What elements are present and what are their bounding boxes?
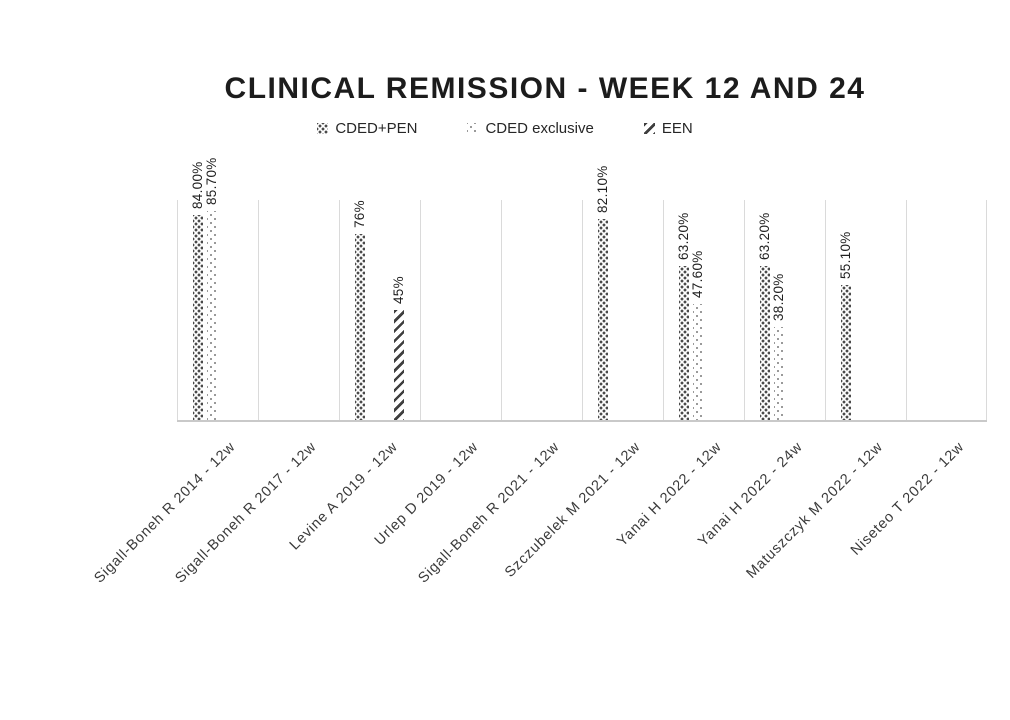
category-label: Niseteo T 2022 - 12w [848,439,968,559]
gridline [825,200,826,420]
legend-item-cded-exclusive: CDED exclusive [467,120,594,137]
gridline [582,200,583,420]
category-label: Sigall-Boneh R 2021 - 12w [415,439,563,587]
bar-value-label: 82.10% [595,165,610,214]
category-label-anchor: Sigall-Boneh R 2021 - 12w [359,438,562,586]
legend-label-cded-exclusive: CDED exclusive [485,120,594,137]
category-label: Urlep D 2019 - 12w [371,439,482,549]
category-label: Yanai H 2022 - 24w [695,439,806,550]
plot-area: 84.00% 76% 82.10% 63.20% 63.20% 55.10% 85.70% 4… [177,157,987,422]
category-label-anchor: Sigall-Boneh R 2017 - 12w [116,438,319,586]
bar-value-label: 85.70% [204,156,219,205]
gridline [663,200,664,420]
bar-crosshatch-5 [598,219,608,420]
bar-value-label: 47.60% [690,250,705,298]
gridline [986,200,987,420]
category-label: Levine A 2019 - 12w [286,439,401,554]
gridline [906,200,907,420]
category-label-anchor: Yanai H 2022 - 24w [654,438,806,550]
category-label-anchor: Szczubelek M 2021 - 12w [448,438,644,581]
gridline [744,200,745,420]
bar-diagonal-2 [394,310,404,420]
bar-dots-0 [207,210,217,420]
bar-value-label: 63.20% [676,211,691,260]
category-label: Sigall-Boneh R 2017 - 12w [172,439,320,587]
category-label-anchor: Sigall-Boneh R 2014 - 12w [35,438,238,586]
gridline [501,200,502,420]
bar-dots-6 [693,303,703,420]
bar-value-label: 55.10% [838,231,853,280]
bar-crosshatch-6 [679,265,689,420]
bar-value-label: 84.00% [190,161,205,209]
category-label-anchor: Niseteo T 2022 - 12w [803,438,968,559]
chart-legend: CDED+PEN CDED exclusive EEN [0,120,1010,137]
bar-value-label: 45% [391,276,406,304]
legend-label-een: EEN [661,120,693,137]
bar-value-label: 76% [352,200,367,229]
bar-crosshatch-2 [355,234,365,420]
bar-value-label: 38.20% [771,273,786,321]
category-label: Sigall-Boneh R 2014 - 12w [91,439,239,587]
category-label: Szczubelek M 2021 - 12w [502,439,644,581]
bar-dots-7 [774,326,784,420]
gridline [258,200,259,420]
bar-crosshatch-0 [193,214,203,420]
legend-item-een: EEN [643,120,693,137]
bar-value-label: 63.20% [757,211,772,260]
gridline [420,200,421,420]
category-label-anchor: Yanai H 2022 - 12w [573,438,725,550]
bar-crosshatch-7 [760,265,770,420]
gridline [339,200,340,420]
category-label-anchor: Urlep D 2019 - 12w [331,438,482,549]
legend-item-cded-pen: CDED+PEN [317,120,417,137]
legend-swatch-cded-pen [317,123,329,134]
bar-crosshatch-8 [841,285,851,420]
category-label-anchor: Levine A 2019 - 12w [244,438,400,553]
legend-label-cded-pen: CDED+PEN [335,120,418,137]
chart-title: CLINICAL REMISSION - WEEK 12 AND 24 [224,72,866,105]
category-label-anchor: Matuszczyk M 2022 - 12w [689,438,887,582]
gridline [177,200,178,420]
category-label: Yanai H 2022 - 12w [614,439,725,550]
legend-swatch-een [643,123,655,134]
category-label: Matuszczyk M 2022 - 12w [743,439,887,582]
legend-swatch-cded-exclusive [467,123,479,134]
